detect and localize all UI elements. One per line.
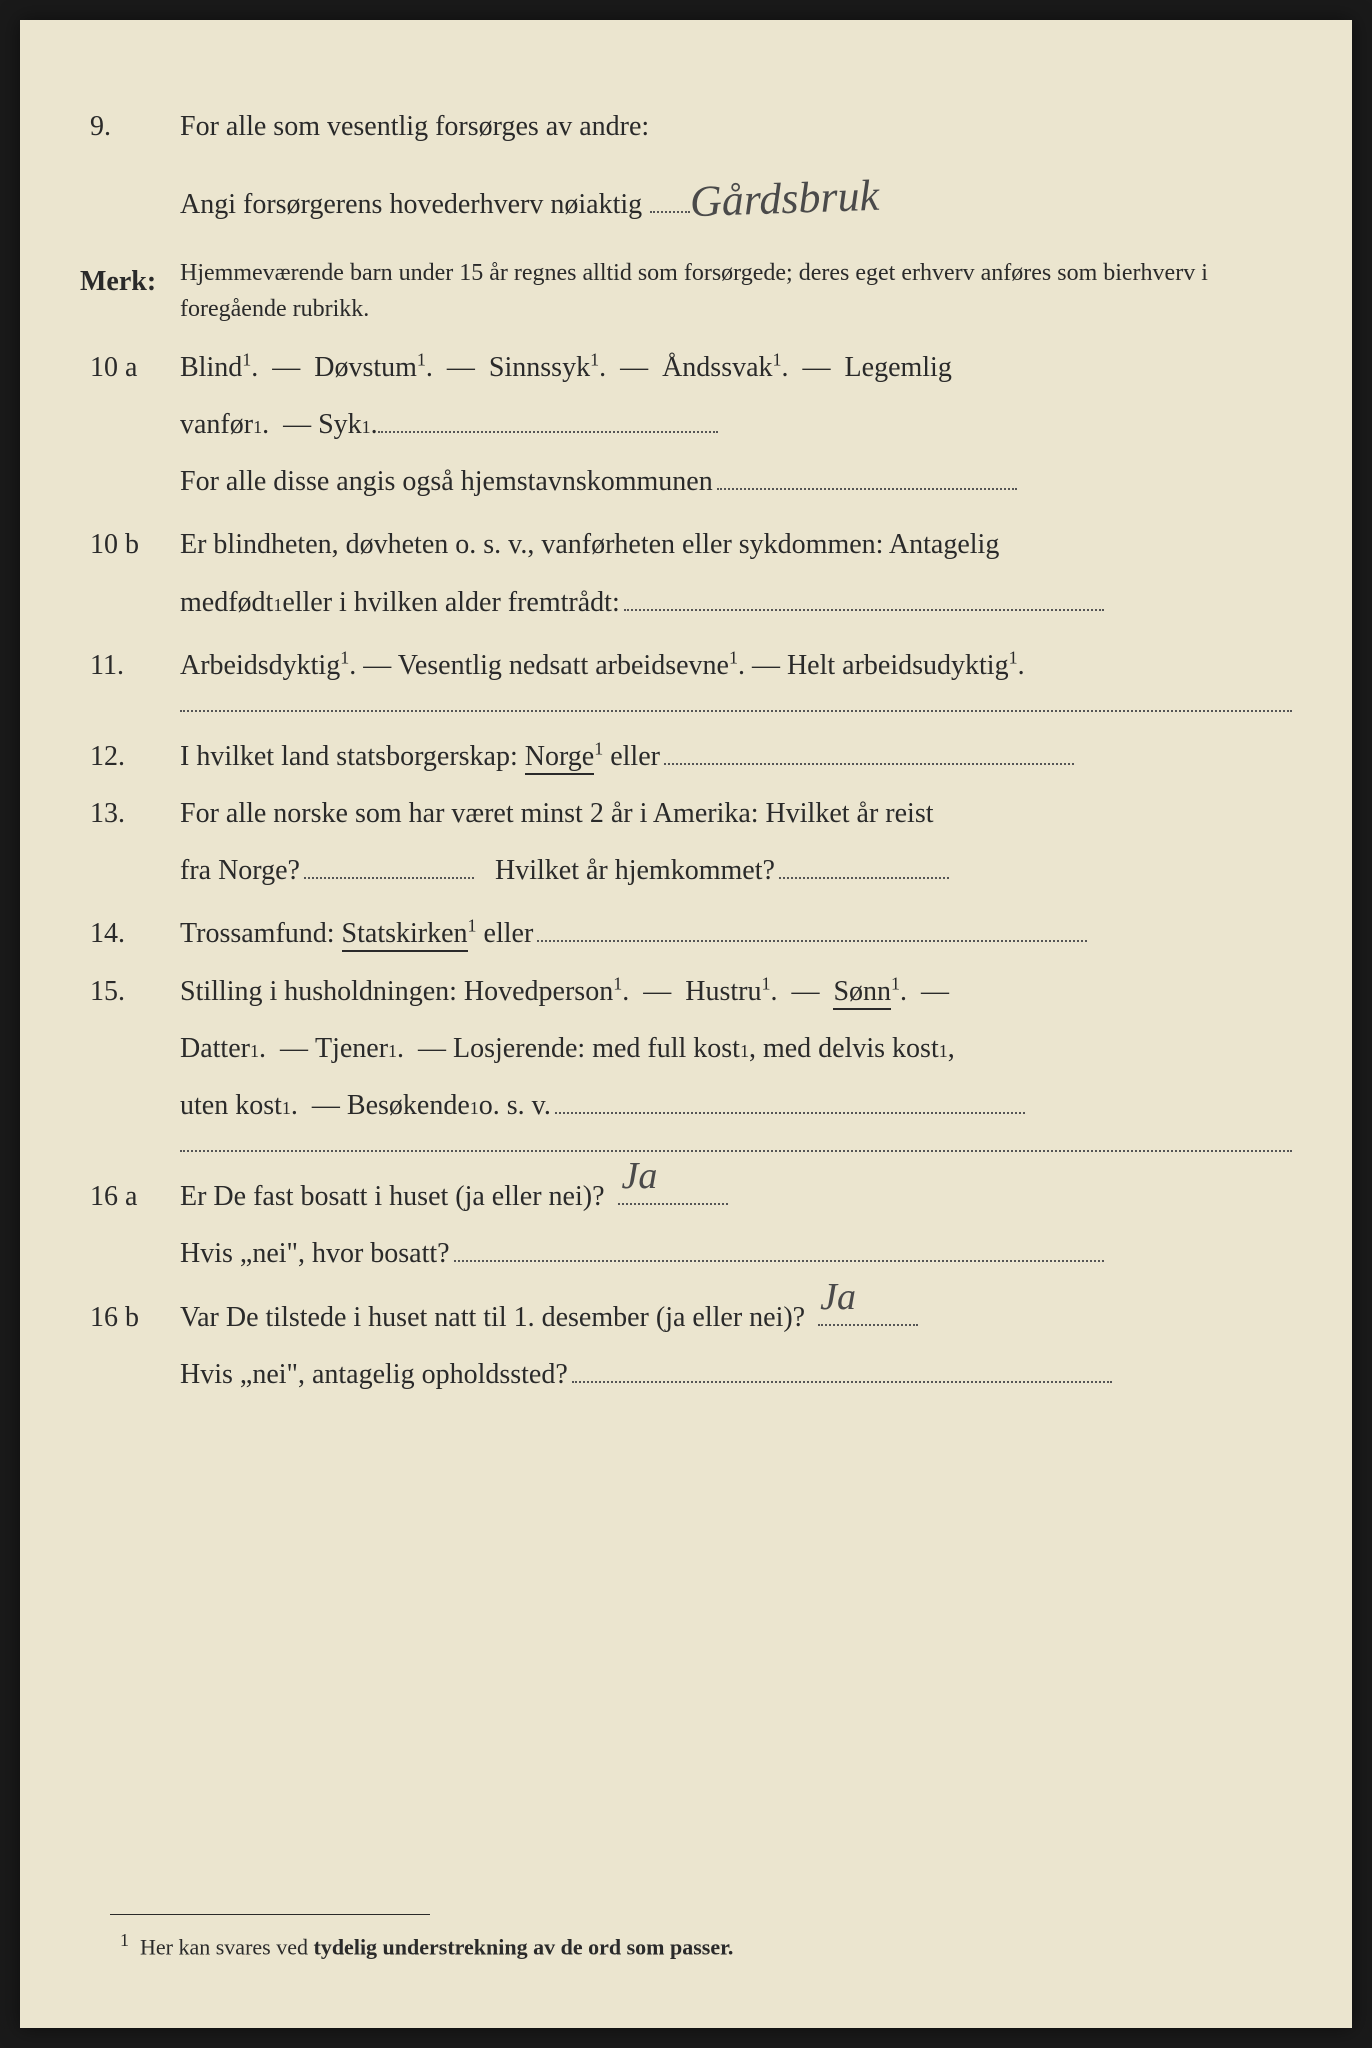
q12-number: 12. <box>80 730 180 783</box>
question-10a: 10 a Blind1. — Døvstum1. — Sinnssyk1. — … <box>80 341 1292 509</box>
q9-number: 9. <box>80 100 180 153</box>
footnote-rule <box>110 1914 430 1915</box>
question-16a: 16 a Er De fast bosatt i huset (ja eller… <box>80 1170 1292 1280</box>
question-16b: 16 b Var De tilstede i huset natt til 1.… <box>80 1291 1292 1401</box>
q16a-number: 16 a <box>80 1170 180 1223</box>
q9-fill <box>650 211 690 213</box>
q15-line1: Stilling i husholdningen: Hovedperson1. … <box>180 965 1292 1018</box>
q12-text: I hvilket land statsborgerskap: Norge1 e… <box>180 730 1292 783</box>
q14-number: 14. <box>80 907 180 960</box>
q10b-line1: Er blindheten, døvheten o. s. v., vanfør… <box>180 518 1292 571</box>
q10a-line3: For alle disse angis også hjemstavnskomm… <box>80 455 1292 508</box>
q10a-line1: Blind1. — Døvstum1. — Sinnssyk1. — Åndss… <box>180 341 1292 394</box>
merk-label: Merk: <box>80 255 180 308</box>
q10a-line2: vanfør1. — Syk1. <box>80 398 1292 451</box>
divider-2 <box>180 1150 1292 1152</box>
question-11: 11. Arbeidsdyktig1. — Vesentlig nedsatt … <box>80 639 1292 692</box>
q16a-q: Er De fast bosatt i huset (ja eller nei)… <box>180 1170 1292 1223</box>
q10a-number: 10 a <box>80 341 180 394</box>
q15-line3: uten kost1. — Besøkende1 o. s. v. <box>80 1079 1292 1132</box>
q16a-line2: Hvis „nei", hvor bosatt? <box>80 1227 1292 1280</box>
q9-line2-label: Angi forsørgerens hovederhverv nøiaktig <box>180 178 642 231</box>
q13-line1: For alle norske som har været minst 2 år… <box>180 787 1292 840</box>
q15-number: 15. <box>80 965 180 1018</box>
question-15: 15. Stilling i husholdningen: Hovedperso… <box>80 965 1292 1133</box>
q9-handwritten-answer: Gårdsbruk <box>689 154 881 244</box>
census-form-page: 9. For alle som vesentlig forsørges av a… <box>20 20 1352 2028</box>
q16a-answer: Ja <box>622 1140 658 1212</box>
question-10b: 10 b Er blindheten, døvheten o. s. v., v… <box>80 518 1292 628</box>
q16b-number: 16 b <box>80 1291 180 1344</box>
q14-text: Trossamfund: Statskirken1 eller <box>180 907 1292 960</box>
merk-text: Hjemmeværende barn under 15 år regnes al… <box>180 255 1292 327</box>
divider-1 <box>180 710 1292 712</box>
q11-number: 11. <box>80 639 180 692</box>
question-9: 9. For alle som vesentlig forsørges av a… <box>80 100 1292 241</box>
q16b-answer: Ja <box>820 1261 856 1333</box>
q11-text: Arbeidsdyktig1. — Vesentlig nedsatt arbe… <box>180 639 1292 692</box>
question-14: 14. Trossamfund: Statskirken1 eller <box>80 907 1292 960</box>
q10b-line2: medfødt1 eller i hvilken alder fremtrådt… <box>80 576 1292 629</box>
q16b-q: Var De tilstede i huset natt til 1. dese… <box>180 1291 1292 1344</box>
question-12: 12. I hvilket land statsborgerskap: Norg… <box>80 730 1292 783</box>
merk-note: Merk: Hjemmeværende barn under 15 år reg… <box>80 255 1292 327</box>
q15-line2: Datter1. — Tjener1. — Losjerende: med fu… <box>80 1022 1292 1075</box>
q13-number: 13. <box>80 787 180 840</box>
question-13: 13. For alle norske som har været minst … <box>80 787 1292 897</box>
q13-line2: fra Norge? Hvilket år hjemkommet? <box>80 844 1292 897</box>
q10b-number: 10 b <box>80 518 180 571</box>
q16b-line2: Hvis „nei", antagelig opholdssted? <box>80 1348 1292 1401</box>
footnote-block: 1 Her kan svares ved tydelig understrekn… <box>80 1884 1292 1968</box>
footnote-text: 1 Her kan svares ved tydelig understrekn… <box>80 1923 1292 1968</box>
q9-line1: For alle som vesentlig forsørges av andr… <box>180 100 1292 153</box>
